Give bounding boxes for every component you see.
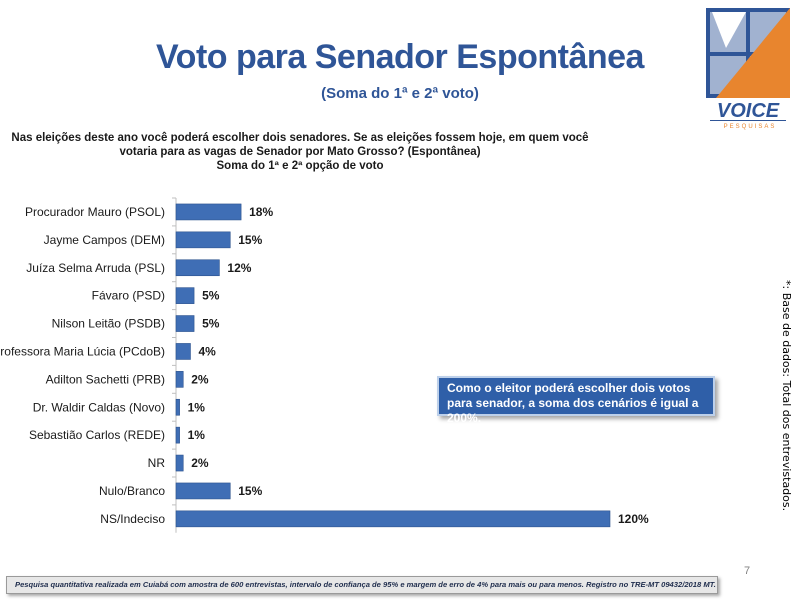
methodology-footer: Pesquisa quantitativa realizada em Cuiab… <box>6 576 718 594</box>
data-label: 5% <box>202 317 220 331</box>
bar <box>175 482 231 500</box>
category-label: NR <box>148 456 166 470</box>
category-label: Procurador Mauro (PSOL) <box>25 205 165 219</box>
bar <box>175 203 242 221</box>
category-label: Nulo/Branco <box>99 484 165 498</box>
logo-tagline: PESQUISAS <box>724 124 777 130</box>
data-label: 2% <box>191 456 209 470</box>
voice-logo: VOICE PESQUISAS <box>706 8 790 130</box>
question-line: votaria para as vagas de Senador por Mat… <box>119 146 481 158</box>
data-label: 5% <box>202 289 220 303</box>
data-label: 1% <box>188 400 206 414</box>
bar <box>175 259 220 277</box>
category-label: Sebastião Carlos (REDE) <box>29 428 165 442</box>
category-label: Adilton Sachetti (PRB) <box>46 372 165 386</box>
data-label: 120% <box>618 512 649 526</box>
slide-subtitle: (Soma do 1ª e 2ª voto) <box>321 85 479 102</box>
question-text: Nas eleições deste ano você poderá escol… <box>10 131 590 173</box>
bar <box>175 315 195 332</box>
category-label: Professora Maria Lúcia (PCdoB) <box>0 344 165 358</box>
category-label: NS/Indeciso <box>100 512 165 526</box>
data-label: 18% <box>249 205 273 219</box>
data-label: 15% <box>238 484 262 498</box>
bar <box>175 371 184 388</box>
category-label: Nilson Leitão (PSDB) <box>52 317 165 331</box>
category-label: Fávaro (PSD) <box>92 289 165 303</box>
bar-chart: Procurador Mauro (PSOL) 18% Jayme Campos (… <box>0 197 649 533</box>
bar <box>175 231 231 249</box>
question-line: Soma do 1ª e 2ª opção de voto <box>216 160 384 172</box>
bar <box>175 454 184 472</box>
bar <box>175 287 195 304</box>
callout-note: Como o eleitor poderá escolher dois voto… <box>437 376 715 425</box>
data-label: 2% <box>191 372 209 386</box>
category-label: Dr. Waldir Caldas (Novo) <box>33 400 165 414</box>
page-number: 7 <box>744 565 751 577</box>
bar <box>175 398 180 416</box>
category-label: Juíza Selma Arruda (PSL) <box>26 261 165 275</box>
data-label: 1% <box>188 428 206 442</box>
bar <box>175 510 611 528</box>
bar <box>175 426 180 444</box>
data-label: 15% <box>238 233 262 247</box>
question-line: Nas eleições deste ano você poderá escol… <box>11 132 589 144</box>
category-label: Jayme Campos (DEM) <box>44 233 165 247</box>
data-label: 12% <box>227 261 251 275</box>
logo-name: VOICE <box>717 100 780 122</box>
bar <box>175 343 191 360</box>
data-base-note: *: Base de dados: Total dos entrevistado… <box>780 280 793 512</box>
slide-title: Voto para Senador Espontânea <box>156 38 644 76</box>
data-label: 4% <box>198 344 216 358</box>
